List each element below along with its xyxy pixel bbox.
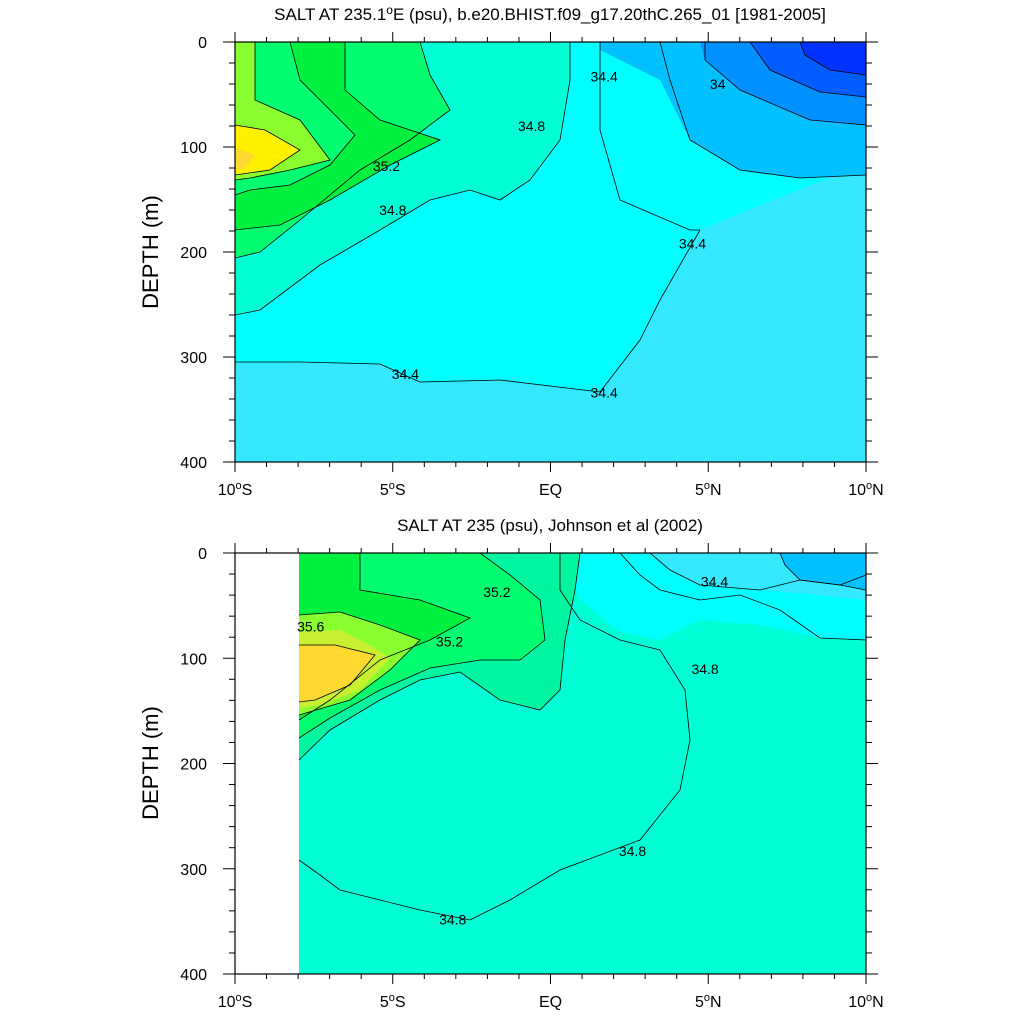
obs-contour-label: 34.4: [701, 573, 728, 589]
obs-x-tick-label: 10oS: [218, 992, 253, 1011]
model-y-tick-label: 400: [180, 455, 207, 472]
obs-y-tick-label: 200: [180, 757, 207, 774]
model-contour-label: 34.4: [591, 69, 618, 85]
obs-panel-title: SALT AT 235 (psu), Johnson et al (2002): [397, 516, 703, 535]
obs-y-tick-label: 100: [180, 651, 207, 668]
obs-x-axis: 10oS 5oS EQ 5oN 10oN: [218, 543, 884, 1011]
obs-contour-field: [299, 553, 866, 974]
obs-y-axis: 0 100 200 300 400: [180, 546, 878, 984]
model-x-axis: 10oS 5oS EQ 5oN 10oN: [218, 32, 884, 499]
model-y-tick-label: 200: [180, 245, 207, 262]
model-y-tick-label: 100: [180, 140, 207, 157]
obs-contour-label: 35.2: [436, 633, 463, 649]
obs-fill-34.2: [780, 553, 866, 590]
model-x-tick-label: EQ: [539, 482, 562, 499]
obs-contour-labels: 35.2 34.4 35.6 35.2 34.8 34.8 34.8: [297, 573, 728, 927]
model-y-axis-label: DEPTH (m): [138, 195, 163, 309]
obs-x-tick-label: 10oN: [848, 992, 883, 1011]
model-contour-field: [235, 42, 866, 462]
obs-y-axis-label: DEPTH (m): [138, 706, 163, 820]
model-salinity-panel: SALT AT 235.1oE (psu), b.e20.BHIST.f09_g…: [138, 3, 884, 499]
fill-36.0: [235, 125, 300, 175]
obs-contour-label: 34.8: [691, 661, 718, 677]
fill-33.6: [800, 42, 866, 75]
model-contour-label: 34.4: [679, 236, 706, 252]
obs-contour-label: 35.2: [483, 584, 510, 600]
model-contour-label: 34.8: [379, 202, 406, 218]
model-contour-label: 34.4: [392, 366, 419, 382]
obs-fill-36.0: [299, 645, 375, 702]
model-y-axis: 0 100 200 300 400: [180, 35, 878, 472]
obs-y-tick-label: 400: [180, 967, 207, 984]
obs-x-tick-label: 5oS: [380, 992, 406, 1011]
model-x-tick-label: 10oS: [218, 480, 253, 499]
obs-contour-lines: [299, 553, 866, 921]
fill-36.2: [235, 148, 255, 170]
obs-contour-label: 34.8: [619, 843, 646, 859]
model-panel-title: SALT AT 235.1oE (psu), b.e20.BHIST.f09_g…: [274, 3, 826, 24]
obs-y-tick-label: 0: [198, 546, 207, 563]
obs-x-tick-label: 5oN: [695, 992, 722, 1011]
model-contour-label: 34: [710, 76, 726, 92]
obs-contour-label: 34.8: [439, 911, 466, 927]
model-y-tick-label: 0: [198, 35, 207, 52]
obs-contour-label: 35.6: [297, 619, 324, 635]
model-y-tick-label: 300: [180, 350, 207, 367]
model-x-tick-label: 10oN: [848, 480, 883, 499]
obs-y-tick-label: 300: [180, 862, 207, 879]
model-contour-label: 35.2: [373, 158, 400, 174]
model-contour-label: 34.8: [518, 118, 545, 134]
obs-x-tick-label: EQ: [539, 994, 562, 1011]
model-contour-labels: 34.4 34 34.8 35.2 34.8 34.4 34.4 34.4: [373, 69, 726, 401]
obs-no-data-region: [235, 553, 299, 974]
model-x-tick-label: 5oN: [695, 480, 722, 499]
model-contour-label: 34.4: [591, 385, 618, 401]
obs-salinity-panel: SALT AT 235 (psu), Johnson et al (2002): [138, 516, 884, 1011]
model-contour-lines: [235, 42, 866, 393]
model-x-tick-label: 5oS: [380, 480, 406, 499]
